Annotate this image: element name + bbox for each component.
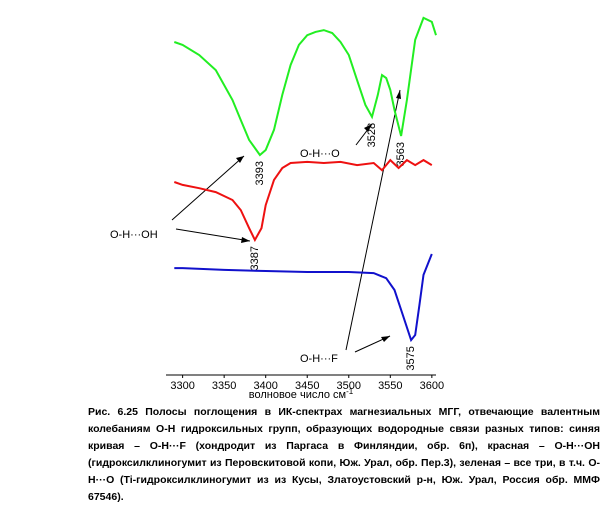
x-axis-label: волновое число см-1 — [249, 387, 354, 401]
chart: O-H···O O-H···OH O-H···F волновое число … — [110, 16, 444, 401]
arrow-head — [364, 124, 372, 132]
peak-label: 3563 — [395, 142, 407, 166]
arrow-head — [241, 237, 250, 243]
series-line — [173, 158, 433, 243]
x-tick-label: 3450 — [295, 380, 319, 392]
x-axis-label-text: волновое число см — [249, 389, 346, 401]
x-axis-label-sup: -1 — [346, 387, 354, 396]
peak-label: 3393 — [254, 161, 266, 185]
arrow — [345, 89, 401, 351]
peak-label: 3387 — [249, 246, 261, 270]
arrow-head — [236, 156, 244, 163]
x-tick-label: 3400 — [253, 380, 277, 392]
arrow-heads — [236, 90, 401, 342]
x-tick-label: 3600 — [420, 380, 444, 392]
caption: Рис. 6.25 Полосы поглощения в ИК-спектра… — [88, 406, 600, 503]
x-tick-label: 3500 — [337, 380, 361, 392]
x-tick-label: 3550 — [378, 380, 402, 392]
arrow — [171, 155, 245, 221]
arrow-head — [381, 336, 390, 342]
series-line — [174, 253, 433, 343]
peak-label: 3528 — [366, 123, 378, 147]
x-tick-label: 3350 — [212, 380, 236, 392]
annotation: O-H···O — [300, 148, 340, 160]
series-line — [173, 16, 437, 157]
annotation: O-H···OH — [110, 229, 158, 241]
arrow — [175, 228, 251, 242]
annotation: O-H···F — [300, 353, 338, 365]
arrow-head — [396, 90, 401, 99]
peak-label: 3575 — [405, 346, 417, 370]
x-tick-label: 3300 — [170, 380, 194, 392]
